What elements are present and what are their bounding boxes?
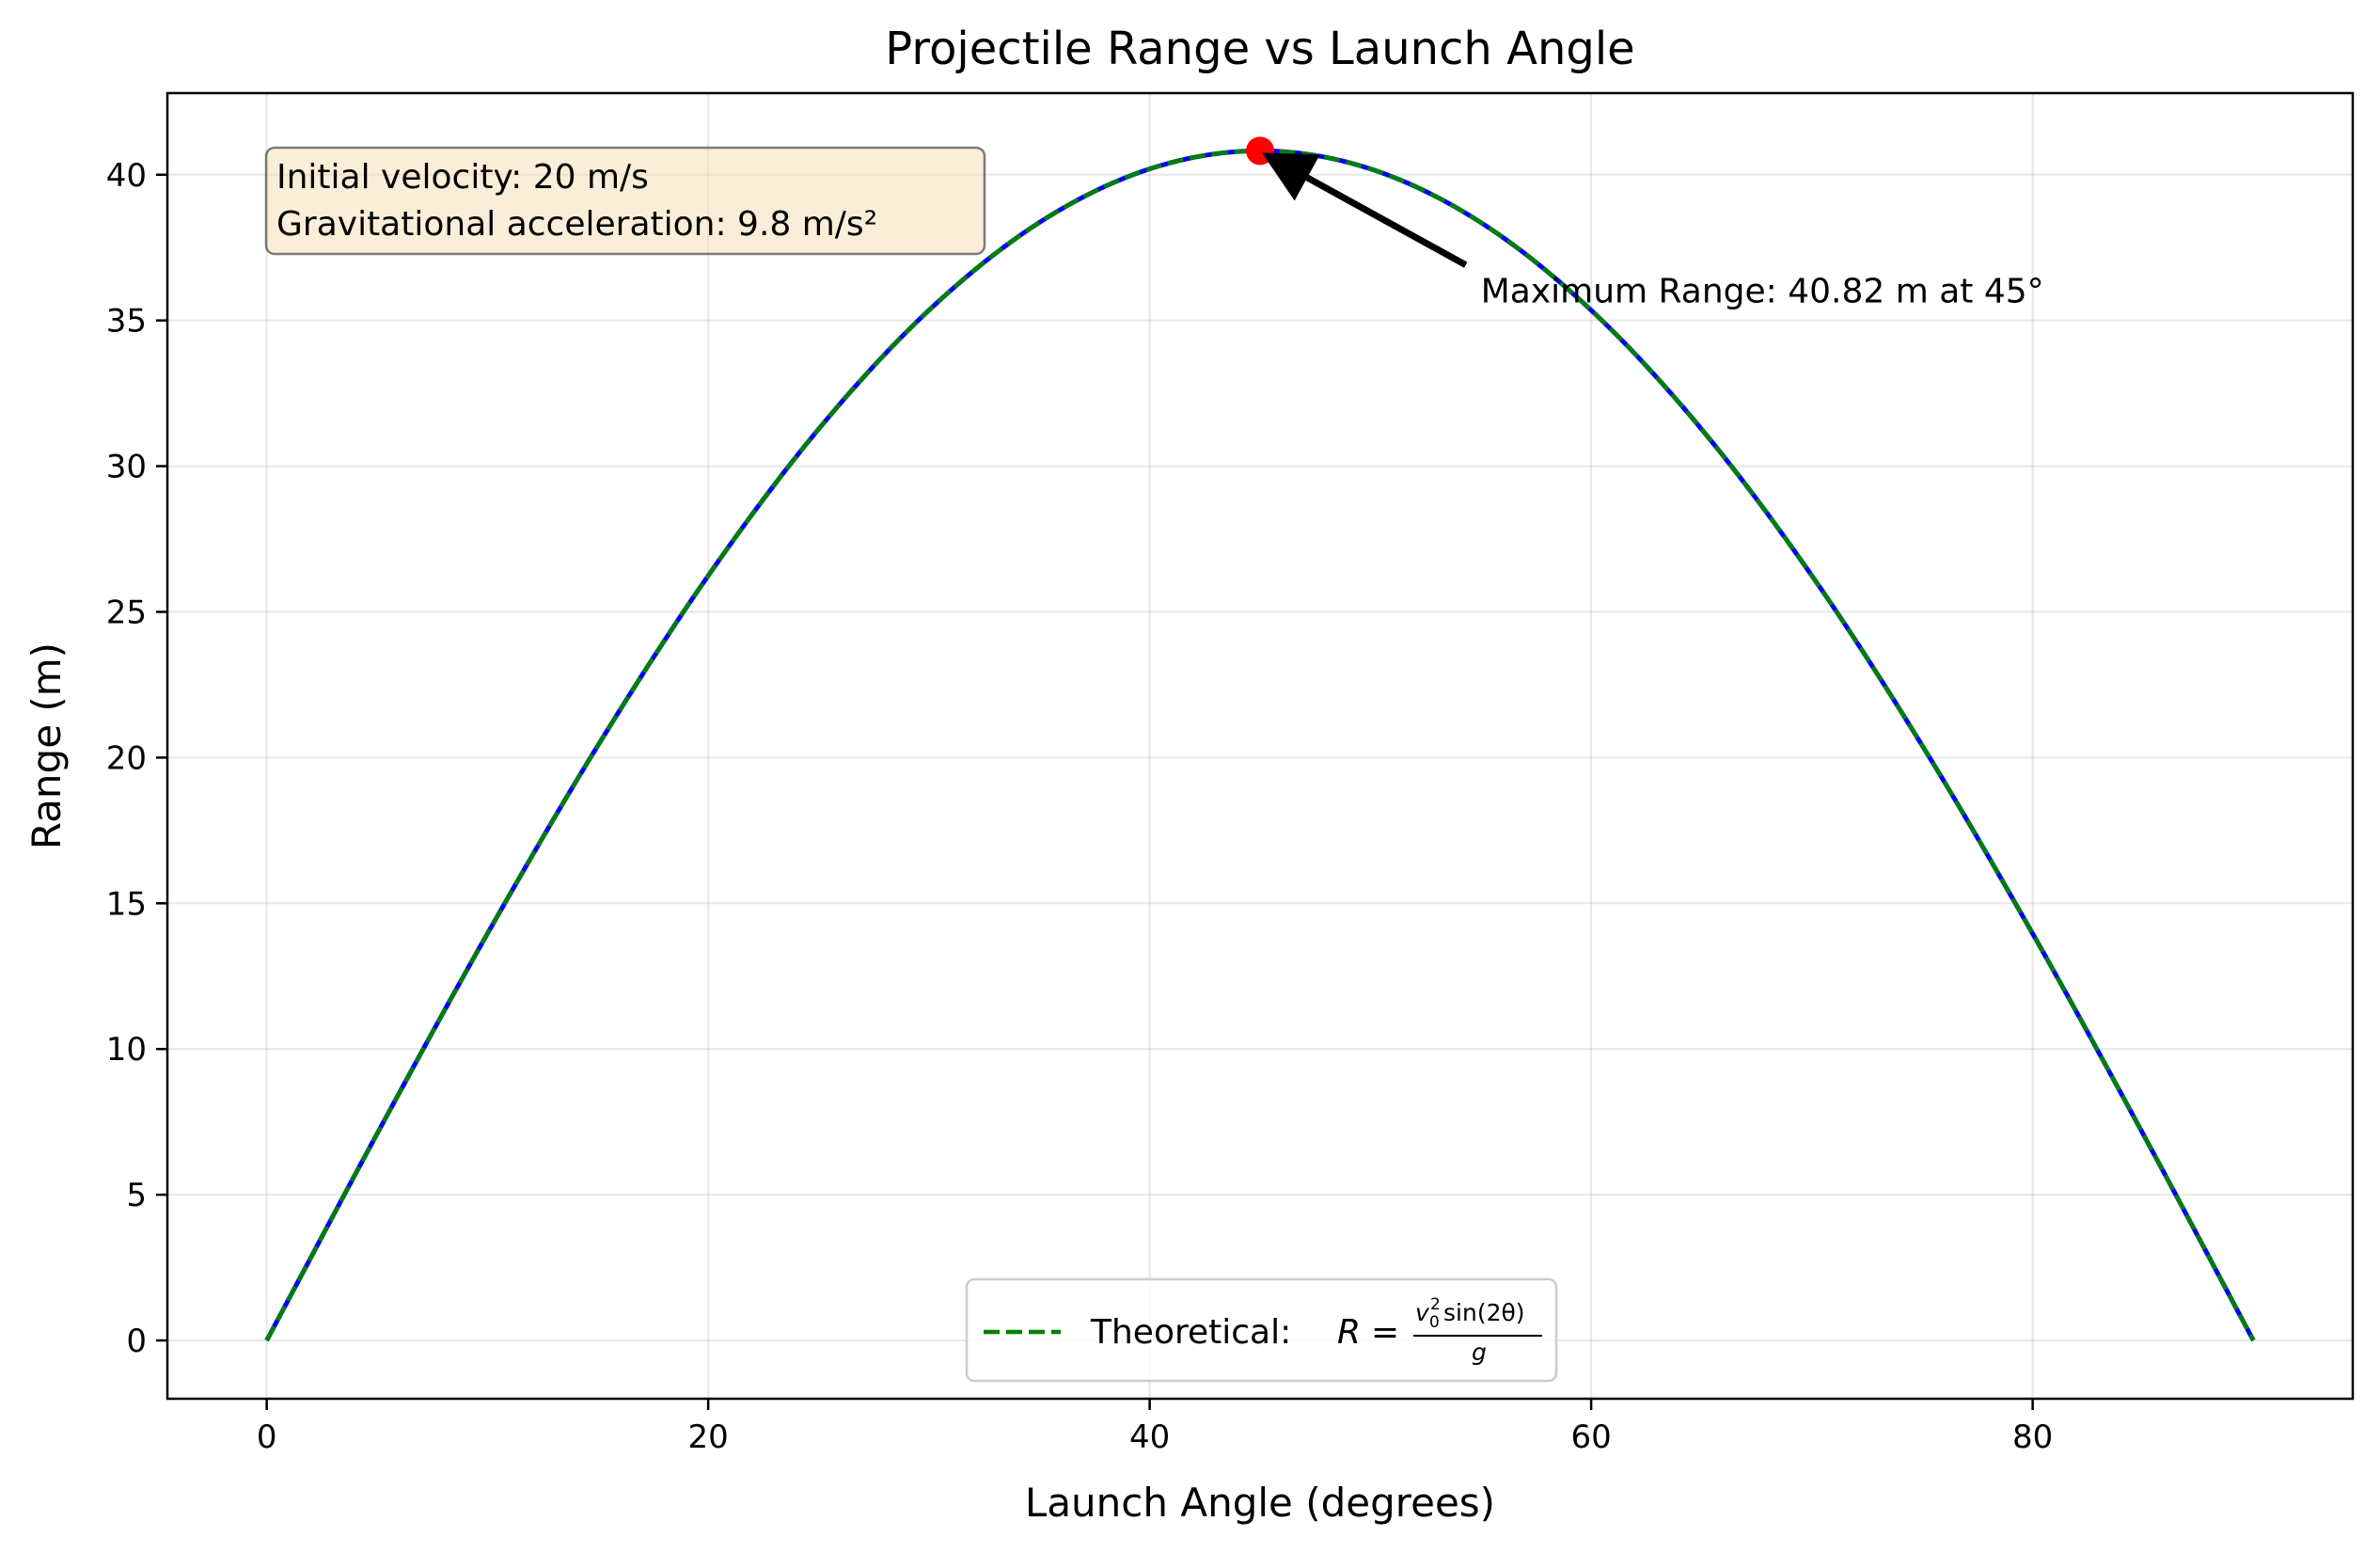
y-axis-label: Range (m)	[24, 642, 70, 849]
chart-title: Projectile Range vs Launch Angle	[885, 23, 1634, 75]
y-tick-label: 0	[126, 1323, 147, 1360]
x-tick-label: 0	[257, 1418, 277, 1456]
x-tick-label: 60	[1570, 1418, 1611, 1456]
formula-lhs: R	[1337, 1313, 1361, 1352]
legend-box	[965, 1277, 1558, 1383]
x-axis-label: Launch Angle (degrees)	[1025, 1480, 1495, 1526]
annotation-arrow-shaft	[1305, 174, 1468, 268]
formula-num-rest: sin(2θ)	[1443, 1299, 1525, 1326]
formula-den: g	[1472, 1339, 1487, 1366]
max-annotation: Maximum Range: 40.82 m at 45°	[1262, 152, 2044, 311]
y-tick-label: 15	[106, 885, 147, 923]
y-tick-label: 35	[106, 303, 147, 341]
y-tick-label: 20	[106, 739, 147, 777]
annotation-arrow-head	[1262, 152, 1320, 201]
legend: Theoretical: R = v 2 0 sin(2θ) g	[965, 1277, 1558, 1383]
legend-label-theoretical: Theoretical:	[1090, 1313, 1291, 1352]
formula-num-v: v	[1415, 1299, 1430, 1326]
x-tick-label: 40	[1129, 1418, 1170, 1456]
info-box-line-2: Gravitational acceleration: 9.8 m/s²	[276, 205, 877, 244]
info-box-background	[264, 146, 986, 256]
legend-formula: R = v 2 0 sin(2θ) g	[1337, 1295, 1542, 1366]
y-tick-label: 40	[106, 157, 147, 195]
grid	[167, 93, 2353, 1399]
formula-num-sup: 2	[1430, 1295, 1441, 1314]
annotation-text: Maximum Range: 40.82 m at 45°	[1481, 273, 2044, 311]
formula-eq: =	[1371, 1313, 1399, 1352]
y-tick-label: 25	[106, 594, 147, 631]
y-tick-label: 10	[106, 1031, 147, 1069]
formula-num-sub: 0	[1429, 1313, 1440, 1332]
y-tick-label: 5	[126, 1177, 147, 1214]
info-box-line-1: Initial velocity: 20 m/s	[276, 158, 649, 197]
y-tick-label: 30	[106, 449, 147, 486]
x-tick-label: 20	[687, 1418, 728, 1456]
plot-frame	[165, 91, 2355, 1401]
info-box: Initial velocity: 20 m/s Gravitational a…	[264, 146, 986, 256]
x-tick-label: 80	[2012, 1418, 2053, 1456]
